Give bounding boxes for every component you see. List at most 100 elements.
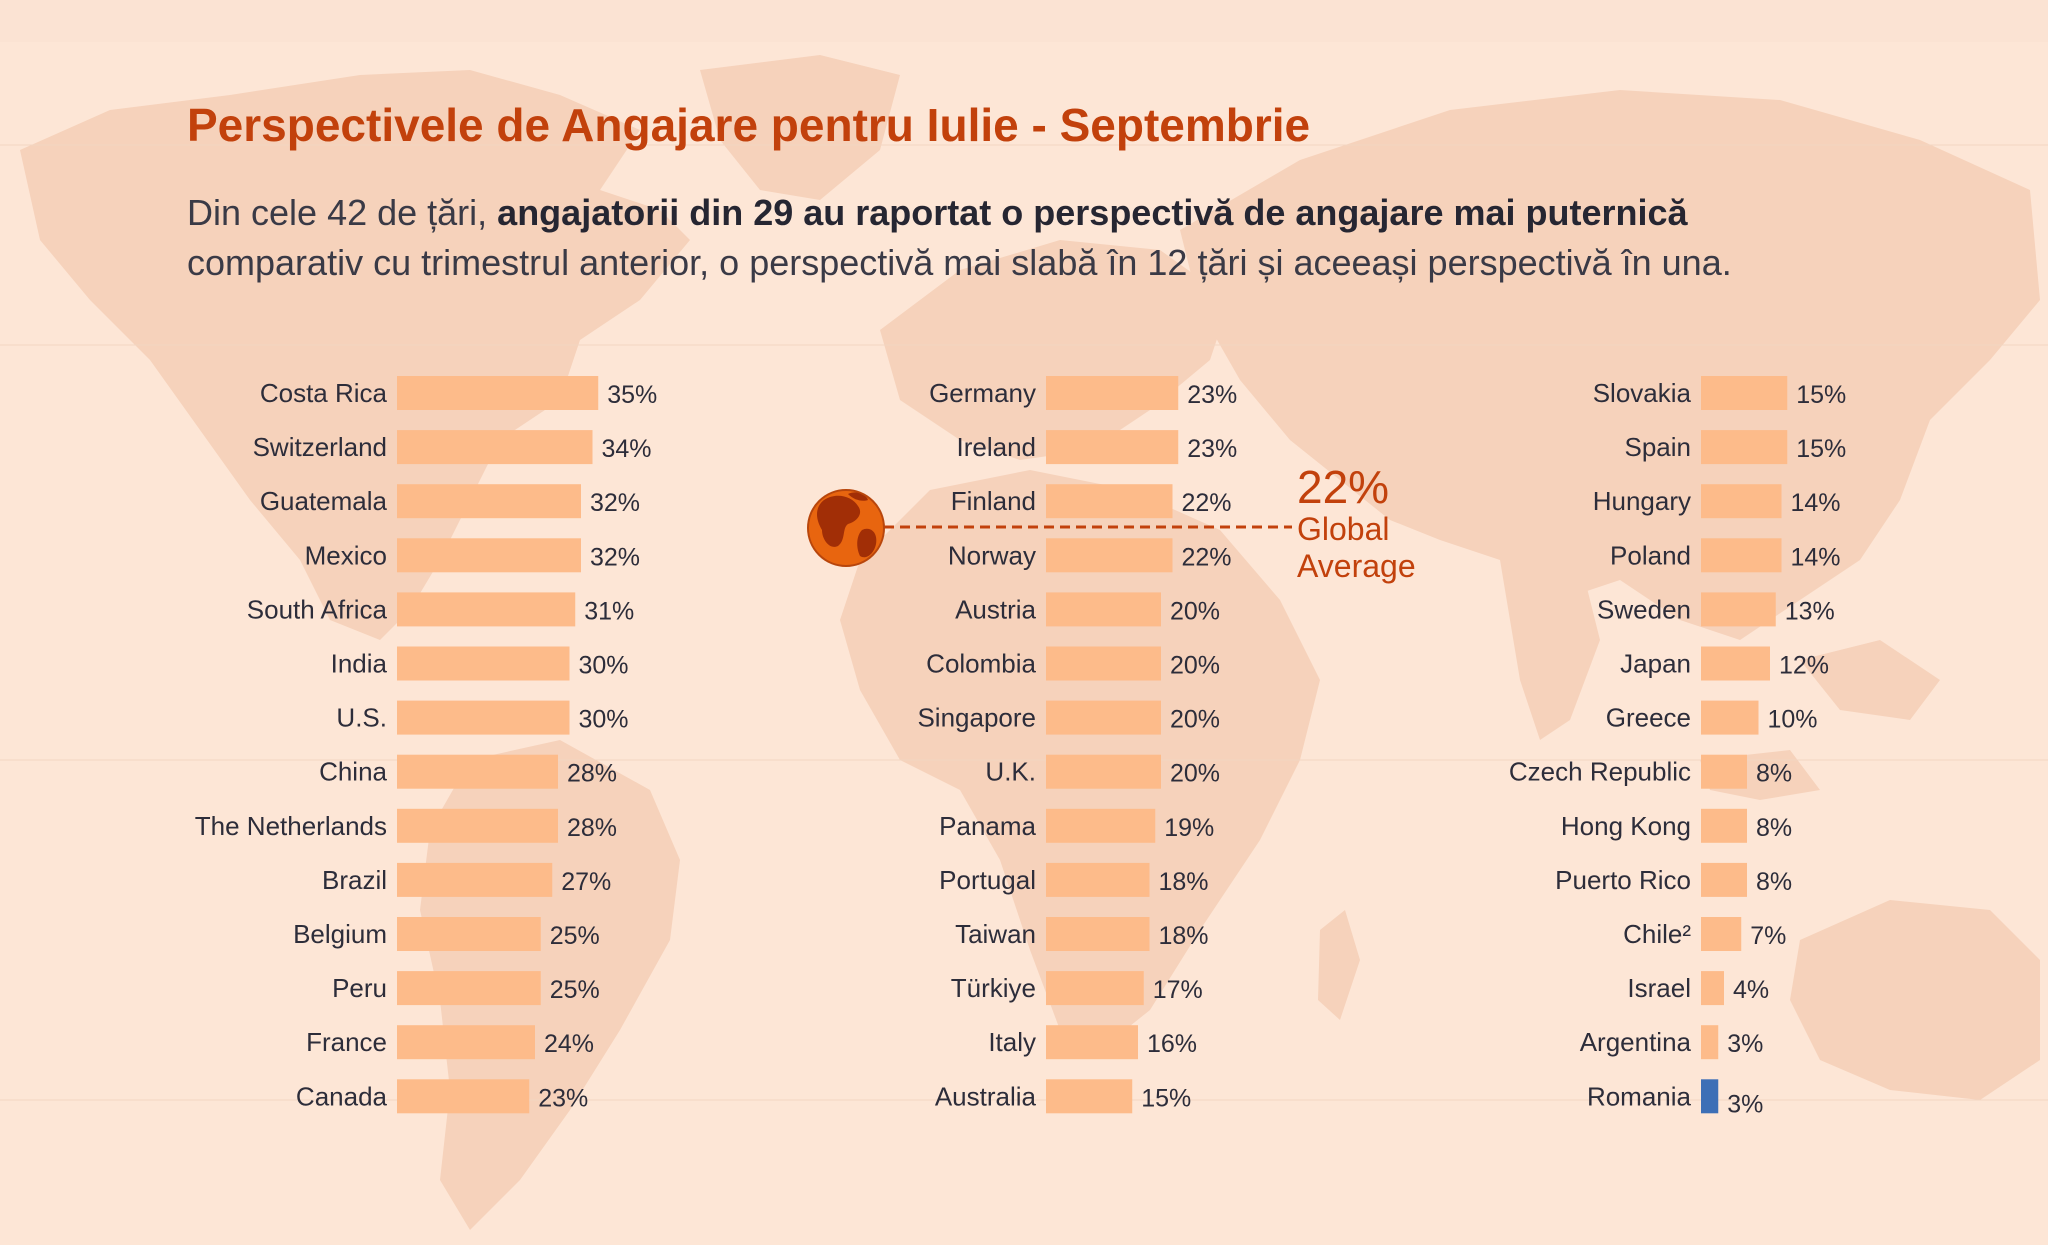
value-label: 8% <box>1756 868 1792 896</box>
value-label: 20% <box>1170 760 1220 788</box>
value-label: 17% <box>1153 976 1203 1004</box>
subtitle-prefix: Din cele 42 de țări, <box>187 192 498 233</box>
country-label: Türkiye <box>951 973 1036 1003</box>
country-label: Chile² <box>1623 919 1691 949</box>
bar <box>1046 538 1173 573</box>
global-average-marker: 22% Global Average <box>807 461 1416 584</box>
country-label: Germany <box>929 378 1036 408</box>
bar <box>397 754 558 789</box>
bar <box>1046 646 1161 681</box>
country-label: Israel <box>1627 973 1691 1003</box>
country-label: U.S. <box>336 703 387 733</box>
value-label: 27% <box>561 868 611 896</box>
bar <box>1046 917 1150 951</box>
value-label: 20% <box>1170 652 1220 680</box>
country-label: Brazil <box>322 865 387 895</box>
bar <box>1701 754 1747 789</box>
bar <box>397 1025 535 1060</box>
country-label: Czech Republic <box>1509 757 1691 787</box>
value-label: 32% <box>590 489 640 517</box>
bar <box>1701 971 1724 1006</box>
country-label: Greece <box>1606 703 1691 733</box>
value-label: 19% <box>1164 814 1214 842</box>
bar <box>1046 430 1179 465</box>
country-label: Belgium <box>293 919 387 949</box>
value-label: 28% <box>567 814 617 842</box>
value-label: 18% <box>1159 922 1209 950</box>
value-label: 12% <box>1779 652 1829 680</box>
country-label: India <box>331 649 388 679</box>
value-label: 23% <box>538 1084 588 1112</box>
country-label: Puerto Rico <box>1555 865 1691 895</box>
value-label: 22% <box>1182 543 1232 571</box>
bar-column-2: Germany 23% Ireland 23% Finland 22% Norway 22% A… <box>917 376 1237 1114</box>
country-label: The Netherlands <box>195 811 387 841</box>
subtitle-bold: angajatorii din 29 au raportat o perspec… <box>497 192 1688 233</box>
bar <box>397 430 593 465</box>
country-label: Canada <box>296 1081 388 1111</box>
subtitle-suffix: comparativ cu trimestrul anterior, o per… <box>187 242 1732 283</box>
country-label: Poland <box>1610 540 1691 570</box>
country-label: Hungary <box>1593 486 1691 516</box>
country-label: Costa Rica <box>260 378 388 408</box>
bar <box>397 484 581 519</box>
page-subtitle: Din cele 42 de țări, angajatorii din 29 … <box>187 188 1867 288</box>
country-label: Mexico <box>305 540 387 570</box>
value-label: 14% <box>1791 489 1841 517</box>
country-label: U.K. <box>985 757 1036 787</box>
value-label: 3% <box>1727 1090 1763 1118</box>
country-label: France <box>306 1027 387 1057</box>
bar <box>397 538 581 573</box>
country-label: Guatemala <box>260 486 388 516</box>
value-label: 30% <box>579 652 629 680</box>
country-label: Taiwan <box>955 919 1036 949</box>
bar <box>397 971 541 1006</box>
country-label: Portugal <box>939 865 1036 895</box>
country-label: Australia <box>935 1081 1037 1111</box>
value-label: 15% <box>1796 381 1846 409</box>
bar <box>397 592 576 627</box>
bar <box>1701 862 1747 897</box>
bar <box>1046 971 1144 1006</box>
bar <box>397 917 541 951</box>
country-label: Austria <box>955 594 1036 624</box>
globe-icon <box>807 489 885 567</box>
bar <box>397 1079 530 1114</box>
bar <box>1046 376 1179 410</box>
value-label: 35% <box>607 381 657 409</box>
country-label: Hong Kong <box>1561 811 1691 841</box>
value-label: 23% <box>1187 435 1237 463</box>
country-label: Italy <box>988 1027 1036 1057</box>
country-label: Ireland <box>957 432 1037 462</box>
bar <box>397 808 558 843</box>
bar <box>397 646 570 681</box>
bar <box>1046 592 1161 627</box>
bar <box>1046 484 1173 519</box>
value-label: 14% <box>1791 543 1841 571</box>
value-label: 34% <box>602 435 652 463</box>
value-label: 13% <box>1785 597 1835 625</box>
bar <box>397 700 570 735</box>
bar <box>1046 808 1156 843</box>
country-label: Sweden <box>1597 594 1691 624</box>
value-label: 15% <box>1796 435 1846 463</box>
value-label: 25% <box>550 976 600 1004</box>
value-label: 20% <box>1170 597 1220 625</box>
bar <box>1046 754 1161 789</box>
country-label: China <box>319 757 387 787</box>
value-label: 18% <box>1159 868 1209 896</box>
bar <box>1046 700 1161 735</box>
bar <box>1701 1079 1719 1114</box>
country-label: Romania <box>1587 1081 1692 1111</box>
bar <box>1701 592 1776 627</box>
value-label: 7% <box>1750 922 1786 950</box>
bar <box>1701 700 1759 735</box>
global-average-label-line2: Average <box>1297 548 1416 584</box>
bar <box>1701 808 1747 843</box>
country-label: Colombia <box>926 649 1036 679</box>
value-label: 31% <box>584 597 634 625</box>
bar-column-1: Costa Rica 35% Switzerland 34% Guatemala 32% M… <box>195 376 657 1114</box>
bar <box>1046 862 1150 897</box>
bar <box>1701 430 1788 465</box>
